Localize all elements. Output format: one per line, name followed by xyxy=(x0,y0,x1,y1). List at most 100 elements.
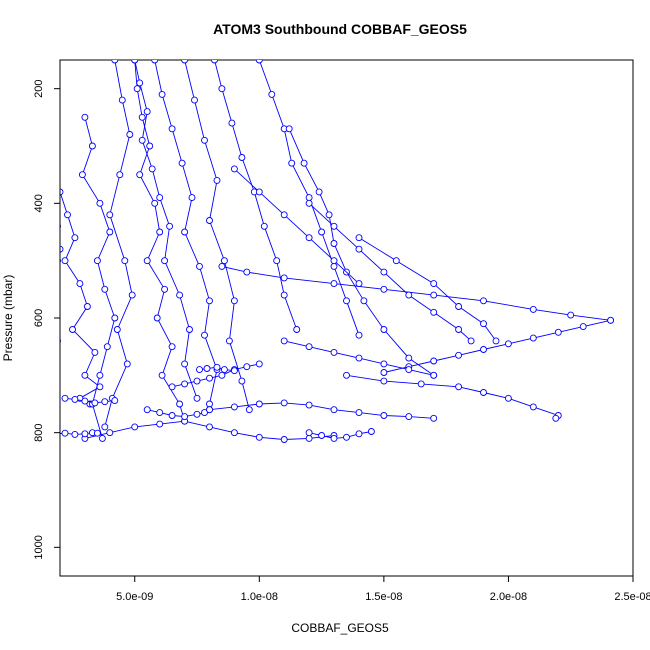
series-1 xyxy=(40,57,61,421)
data-point xyxy=(168,383,176,391)
series-4 xyxy=(101,60,136,431)
data-point xyxy=(280,399,288,407)
data-point xyxy=(280,211,288,219)
series-16 xyxy=(81,417,338,443)
data-point xyxy=(218,85,226,93)
data-point xyxy=(53,269,59,275)
data-point xyxy=(230,429,238,437)
data-point xyxy=(430,357,438,365)
data-point xyxy=(116,171,124,179)
data-point xyxy=(330,262,338,270)
data-point xyxy=(50,292,56,298)
data-point xyxy=(158,90,166,98)
data-point xyxy=(151,60,159,64)
series-line xyxy=(60,191,101,405)
data-point xyxy=(178,159,186,167)
data-point xyxy=(330,222,338,230)
data-point xyxy=(405,354,413,362)
data-point xyxy=(83,303,91,310)
series-line xyxy=(81,117,116,439)
data-point xyxy=(230,165,238,173)
data-point xyxy=(230,403,238,411)
series-3 xyxy=(78,113,119,442)
data-point xyxy=(260,222,268,230)
data-point xyxy=(71,430,79,438)
series-24 xyxy=(60,429,101,438)
data-point xyxy=(305,199,313,207)
data-point xyxy=(305,234,313,242)
data-point xyxy=(50,286,56,292)
data-point xyxy=(405,413,413,421)
data-point xyxy=(161,257,169,265)
data-point xyxy=(211,60,218,64)
data-point xyxy=(123,360,131,368)
data-point xyxy=(430,291,438,299)
data-point xyxy=(206,406,213,414)
data-point xyxy=(176,400,184,408)
series-line xyxy=(209,402,434,419)
y-axis-label: Pressure (mbar) xyxy=(1,275,15,362)
data-point xyxy=(280,291,288,299)
data-point xyxy=(330,240,338,247)
data-point xyxy=(201,136,208,144)
data-point xyxy=(280,436,288,443)
series-line xyxy=(104,60,133,428)
data-point xyxy=(101,398,109,406)
data-point xyxy=(579,323,587,331)
data-point xyxy=(71,395,79,403)
series-15 xyxy=(206,399,438,422)
plot-frame xyxy=(59,59,634,577)
series-line xyxy=(221,265,611,321)
data-point xyxy=(40,57,46,63)
series-2 xyxy=(60,188,104,408)
series-8 xyxy=(181,60,253,414)
y-tick-label: 400 xyxy=(33,194,45,212)
data-point xyxy=(268,90,276,98)
series-10 xyxy=(255,60,363,339)
data-point xyxy=(201,331,208,339)
data-point xyxy=(206,423,213,431)
data-point xyxy=(330,434,338,442)
data-point xyxy=(480,297,487,305)
data-point xyxy=(47,229,53,235)
data-point xyxy=(554,328,562,336)
series-line xyxy=(60,245,61,253)
data-point xyxy=(146,142,154,150)
data-point xyxy=(355,331,363,339)
data-point xyxy=(380,285,388,293)
data-point xyxy=(81,430,89,438)
data-point xyxy=(355,430,363,438)
data-point xyxy=(405,366,413,374)
data-point xyxy=(113,326,121,333)
data-point xyxy=(480,346,487,353)
chart-title: ATOM3 Southbound COBBAF_GEOS5 xyxy=(213,21,467,37)
data-point xyxy=(430,414,438,422)
data-point xyxy=(360,297,368,305)
data-point xyxy=(196,366,203,374)
data-point xyxy=(343,433,350,441)
data-point xyxy=(355,409,363,417)
data-point xyxy=(193,394,201,402)
data-point xyxy=(76,280,84,288)
series-17 xyxy=(305,428,375,442)
data-point xyxy=(206,400,213,408)
data-point xyxy=(106,228,114,236)
series-25 xyxy=(143,406,213,421)
data-point xyxy=(213,363,221,371)
series-line xyxy=(43,60,58,421)
data-point xyxy=(220,366,228,374)
data-point xyxy=(355,280,363,288)
data-point xyxy=(131,423,139,431)
data-point xyxy=(188,194,196,202)
y-tick-label: 1000 xyxy=(33,535,45,559)
data-point xyxy=(330,280,338,288)
x-tick-label: 1.5e-08 xyxy=(365,591,402,603)
data-point xyxy=(255,433,263,441)
data-point xyxy=(156,420,164,428)
data-point xyxy=(380,369,388,376)
data-point xyxy=(181,228,189,236)
data-point xyxy=(42,57,48,63)
data-point xyxy=(367,428,375,435)
data-point xyxy=(103,343,111,351)
